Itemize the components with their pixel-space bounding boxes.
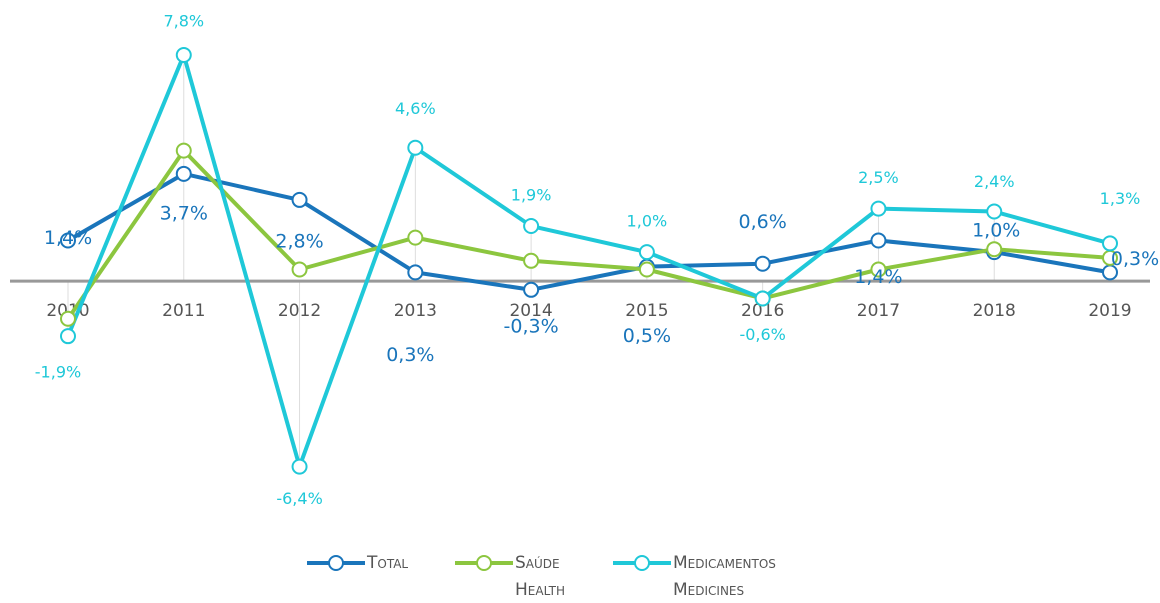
series-line bbox=[66, 52, 1111, 469]
point bbox=[60, 310, 76, 327]
legend-item: Total bbox=[305, 550, 427, 603]
legend-item: Saúde Health bbox=[453, 550, 585, 603]
x-tick-label: 2016 bbox=[741, 301, 784, 321]
data-label: 3,7% bbox=[160, 202, 208, 224]
legend-marker bbox=[476, 555, 492, 571]
point bbox=[407, 264, 424, 281]
data-label: -1,9% bbox=[35, 363, 81, 382]
data-label: 1,4% bbox=[854, 266, 902, 288]
data-label: 1,0% bbox=[972, 220, 1020, 242]
point bbox=[986, 241, 1003, 258]
legend-label: Saúde Health bbox=[515, 553, 565, 600]
data-label: 1,0% bbox=[627, 212, 668, 231]
point bbox=[175, 46, 192, 63]
x-tick-label: 2018 bbox=[973, 301, 1016, 321]
data-label: -0,3% bbox=[504, 315, 559, 337]
data-label: 2,8% bbox=[275, 230, 323, 252]
data-label: -6,4% bbox=[276, 489, 322, 508]
x-tick-label: 2019 bbox=[1088, 301, 1131, 321]
legend-marker bbox=[634, 555, 650, 571]
point bbox=[407, 229, 424, 246]
data-label: 7,8% bbox=[163, 11, 204, 30]
point bbox=[523, 281, 540, 298]
legend-label: Total bbox=[367, 553, 409, 573]
series-line bbox=[66, 148, 1111, 320]
point bbox=[523, 252, 540, 269]
data-label: 1,4% bbox=[44, 227, 92, 249]
point bbox=[175, 142, 192, 159]
x-tick-label: 2012 bbox=[278, 301, 321, 321]
point bbox=[870, 200, 887, 217]
legend-icon bbox=[307, 555, 365, 571]
data-label: 0,3% bbox=[386, 344, 434, 366]
data-label: 2,5% bbox=[858, 168, 899, 187]
legend: Total Saúde Health Medicamentos Medicines bbox=[305, 550, 793, 603]
point bbox=[754, 255, 771, 272]
point bbox=[60, 232, 76, 249]
data-label: 0,6% bbox=[739, 211, 787, 233]
x-tick-label: 2017 bbox=[857, 301, 900, 321]
data-label: -0,6% bbox=[739, 325, 785, 344]
legend-label: Medicamentos Medicines bbox=[673, 553, 776, 600]
data-label: 2,4% bbox=[974, 172, 1015, 191]
legend-icon bbox=[613, 555, 671, 571]
data-label: 4,6% bbox=[395, 99, 436, 118]
point bbox=[60, 328, 76, 345]
point bbox=[638, 261, 655, 278]
point bbox=[175, 165, 192, 182]
legend-icon bbox=[455, 555, 513, 571]
x-tick-label: 2015 bbox=[625, 301, 668, 321]
data-label: 0,5% bbox=[623, 325, 671, 347]
point bbox=[638, 244, 655, 261]
data-label: 0,3% bbox=[1111, 248, 1159, 270]
x-tick-label: 2014 bbox=[509, 301, 552, 321]
point bbox=[523, 218, 540, 235]
x-tick-label: 2011 bbox=[162, 301, 205, 321]
point bbox=[291, 261, 308, 278]
series-line bbox=[67, 171, 1111, 292]
point bbox=[291, 191, 308, 208]
chart: 2010201120122013201420152016201720182019… bbox=[10, 11, 1159, 508]
point bbox=[754, 290, 771, 307]
data-label: 1,3% bbox=[1100, 189, 1141, 208]
point bbox=[407, 139, 424, 156]
point bbox=[291, 458, 308, 475]
legend-item: Medicamentos Medicines bbox=[611, 550, 793, 603]
point bbox=[870, 232, 887, 249]
legend-marker bbox=[328, 555, 344, 571]
data-label: 1,9% bbox=[511, 186, 552, 205]
point bbox=[986, 203, 1003, 220]
point bbox=[870, 261, 887, 278]
x-tick-label: 2013 bbox=[394, 301, 437, 321]
point bbox=[1102, 235, 1118, 252]
